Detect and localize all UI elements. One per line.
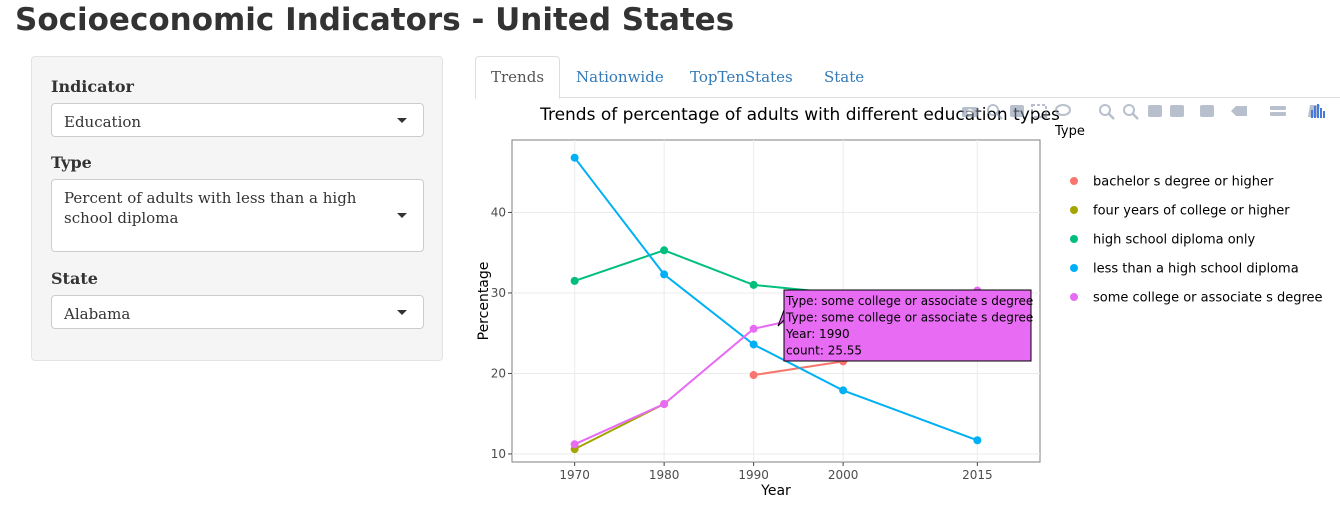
data-point-high-school-diploma-only	[749, 280, 758, 289]
zoom-icon[interactable]	[985, 102, 1005, 120]
tab-toptenstates[interactable]: TopTenStates	[690, 68, 793, 86]
y-tick-label: 30	[491, 286, 506, 300]
x-tick-label: 2000	[828, 468, 859, 482]
y-tick-label: 20	[491, 366, 506, 380]
data-point-bachelor-s-degree-or-higher	[749, 371, 758, 380]
tab-bar: Trends Nationwide TopTenStates State	[475, 56, 1340, 99]
data-point-high-school-diploma-only	[570, 276, 579, 285]
autoscale-icon[interactable]	[1145, 102, 1165, 120]
legend-item-label: four years of college or higher	[1093, 204, 1290, 219]
indicator-select-value: Education	[64, 113, 142, 131]
tooltip-line: Type: some college or associate s degree	[785, 311, 1033, 325]
data-point-less-than-a-high-school-diploma	[839, 386, 848, 395]
reset-axes-icon[interactable]	[1167, 102, 1187, 120]
indicator-select[interactable]: Education	[51, 103, 424, 137]
y-tick-label: 40	[491, 205, 506, 219]
lasso-icon[interactable]	[1053, 102, 1073, 120]
hover-tooltip: Type: some college or associate s degree…	[777, 289, 1033, 362]
x-tick-label: 2015	[962, 468, 993, 482]
x-tick-label: 1970	[559, 468, 590, 482]
legend-marker	[1070, 177, 1078, 185]
box-select-icon[interactable]	[1029, 102, 1049, 120]
legend-item-label: less than a high school diploma	[1093, 262, 1299, 277]
legend-marker	[1070, 206, 1078, 214]
y-axis-ticks: 10 20 30 40	[491, 205, 512, 461]
tooltip-line: Type: some college or associate s degree	[785, 294, 1033, 308]
tooltip-line: count: 25.55	[786, 344, 862, 358]
data-point-high-school-diploma-only	[660, 246, 669, 255]
tooltip-box	[783, 289, 1032, 362]
legend: bachelor s degree or higher four years of…	[1070, 175, 1323, 306]
type-select-value: Percent of adults with less than a high …	[64, 189, 357, 227]
page-title: Socioeconomic Indicators - United States	[15, 2, 735, 38]
type-select[interactable]: Percent of adults with less than a high …	[51, 179, 424, 252]
zoom-out-icon[interactable]	[1121, 102, 1141, 120]
data-point-some-college-or-associate-s-degree	[660, 400, 669, 409]
x-axis-ticks: 1970 1980 1990 2000 2015	[559, 462, 993, 482]
sidebar-panel: Indicator Education Type Percent of adul…	[31, 56, 443, 361]
data-point-some-college-or-associate-s-degree	[749, 324, 758, 333]
trends-chart: Trends of percentage of adults with diff…	[476, 105, 1323, 499]
chevron-down-icon	[397, 118, 407, 123]
data-point-less-than-a-high-school-diploma	[973, 436, 982, 445]
legend-item-label: some college or associate s degree	[1093, 291, 1323, 306]
legend-title: Type	[1054, 124, 1085, 139]
indicator-label: Indicator	[51, 77, 134, 96]
chart-title: Trends of percentage of adults with diff…	[539, 105, 1060, 125]
data-point-less-than-a-high-school-diploma	[570, 153, 579, 162]
legend-marker	[1070, 235, 1078, 243]
legend-marker	[1070, 264, 1078, 272]
data-point-less-than-a-high-school-diploma	[660, 270, 669, 279]
state-label: State	[51, 269, 98, 288]
state-select[interactable]: Alabama	[51, 295, 424, 329]
pan-icon[interactable]	[1007, 102, 1027, 120]
legend-item-label: high school diploma only	[1093, 233, 1256, 248]
tab-trends[interactable]: Trends	[475, 56, 561, 99]
x-tick-label: 1980	[649, 468, 680, 482]
type-label: Type	[51, 153, 92, 172]
chevron-down-icon	[397, 213, 407, 218]
camera-icon[interactable]	[960, 102, 980, 120]
legend-item-label: bachelor s degree or higher	[1093, 175, 1274, 190]
hover-compare-icon[interactable]	[1268, 102, 1288, 120]
data-point-some-college-or-associate-s-degree	[570, 440, 579, 449]
tab-state[interactable]: State	[824, 68, 865, 86]
state-select-value: Alabama	[64, 305, 131, 323]
spike-lines-icon[interactable]	[1197, 102, 1217, 120]
tab-nationwide[interactable]: Nationwide	[576, 68, 664, 86]
x-tick-label: 1990	[738, 468, 769, 482]
data-point-less-than-a-high-school-diploma	[749, 340, 758, 349]
y-tick-label: 10	[491, 447, 506, 461]
legend-marker	[1070, 293, 1078, 301]
tooltip-line: Year: 1990	[785, 327, 850, 341]
plotly-logo-icon[interactable]	[1308, 102, 1328, 120]
hover-closest-icon[interactable]	[1229, 102, 1249, 120]
chevron-down-icon	[397, 310, 407, 315]
zoom-in-icon[interactable]	[1097, 102, 1117, 120]
y-axis-label: Percentage	[476, 262, 492, 341]
x-axis-label: Year	[760, 483, 791, 499]
tooltip-pointer	[777, 309, 785, 327]
